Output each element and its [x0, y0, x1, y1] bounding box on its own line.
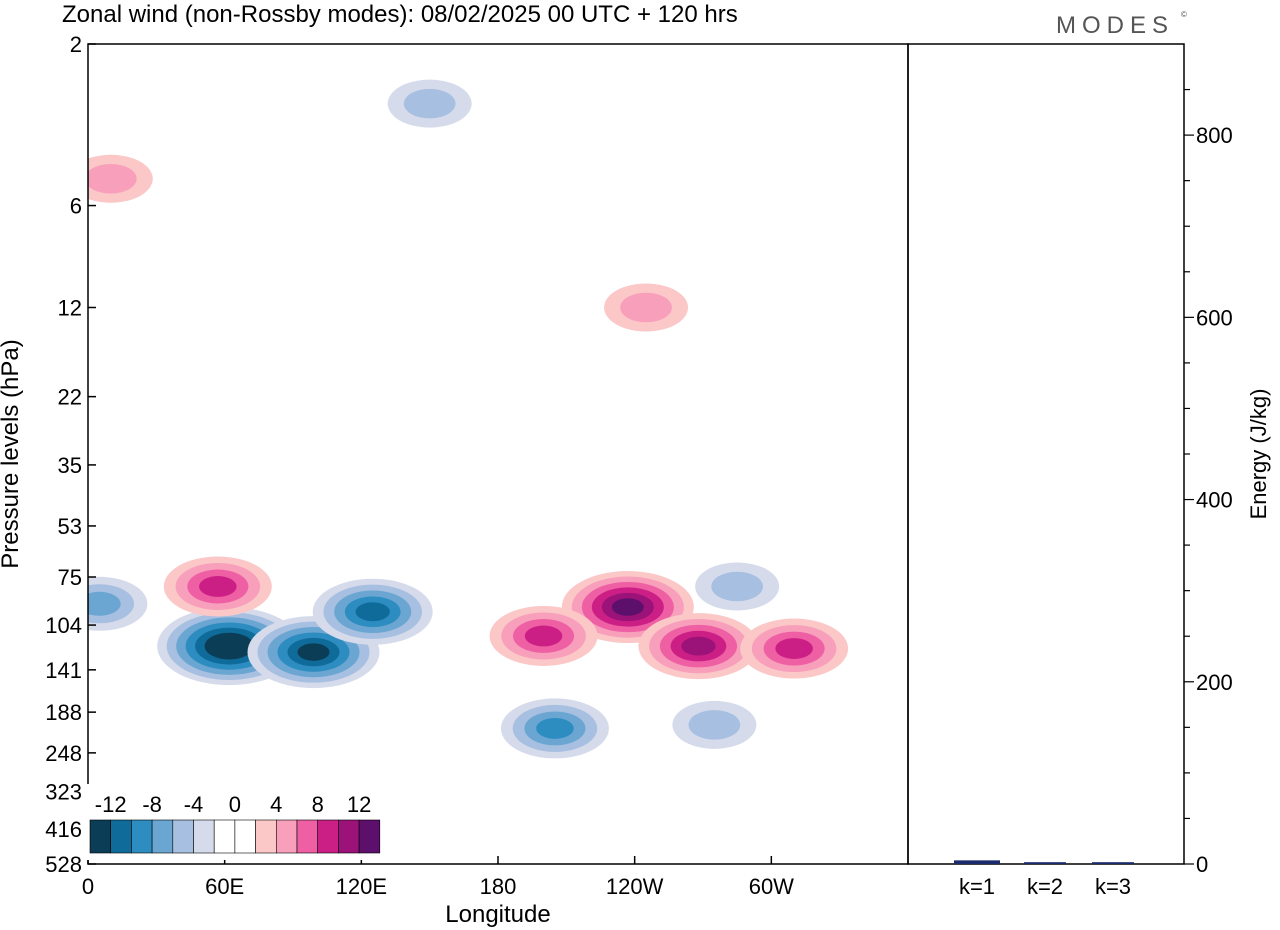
energy-bar-k=3	[1092, 862, 1134, 864]
colorbar-cell	[338, 819, 360, 854]
contour-band	[536, 717, 574, 739]
contour-band	[355, 602, 390, 622]
heatmap-field	[88, 44, 908, 864]
contour-band	[88, 591, 121, 616]
contour-band	[681, 636, 716, 656]
energy-tick-label: 400	[1196, 488, 1233, 513]
colorbar-cell	[193, 819, 215, 854]
colorbar-cell	[255, 819, 277, 854]
wind-anomaly-4	[500, 698, 609, 759]
modes-logo: MODES ©	[1056, 10, 1187, 39]
x-axis-label: Longitude	[445, 901, 550, 928]
wind-anomaly-12	[672, 700, 757, 749]
colorbar-cell	[234, 819, 256, 854]
energy-bars: k=1 k=2 k=3	[954, 860, 1134, 899]
energy-category-label: k=3	[1095, 874, 1131, 899]
contour-band	[88, 163, 137, 194]
wind-anomaly-10	[88, 576, 148, 631]
contour-band	[524, 625, 563, 647]
y-tick-label: 248	[45, 741, 82, 766]
contour-band	[611, 598, 644, 616]
energy-category-label: k=1	[959, 874, 995, 899]
contour-band	[199, 576, 237, 597]
y-tick-label: 141	[45, 658, 82, 683]
energy-frame	[907, 43, 1185, 865]
colorbar-label: -12	[95, 792, 127, 817]
x-tick-label: 60W	[749, 874, 794, 899]
energy-tick-label: 600	[1196, 305, 1233, 330]
colorbar-label: -4	[184, 792, 204, 817]
contour-band	[403, 88, 456, 119]
colorbar-cell	[358, 819, 381, 854]
colorbar-cell	[296, 819, 319, 854]
y-tick-label: 12	[58, 295, 82, 320]
colorbar-cell	[213, 819, 236, 854]
y-tick-label: 35	[58, 453, 82, 478]
x-tick-label: 0	[82, 874, 94, 899]
x-tick-label: 180	[480, 874, 517, 899]
colorbar-label: 12	[347, 792, 371, 817]
logo-text: MODES	[1056, 12, 1174, 39]
wind-anomaly-7	[638, 613, 759, 680]
colorbar-cell	[89, 819, 112, 854]
wind-anomaly-2	[312, 578, 433, 645]
energy-tick-label: 200	[1196, 670, 1233, 695]
colorbar-cell	[131, 819, 153, 854]
x-tick-label: 120W	[606, 874, 664, 899]
contour-band	[688, 710, 741, 740]
colorbar-label: 4	[270, 792, 282, 817]
colorbar-label: 8	[312, 792, 324, 817]
wind-anomaly-11	[695, 562, 780, 611]
y-tick-label: 528	[45, 852, 82, 877]
energy-category-label: k=2	[1027, 874, 1063, 899]
pressure-axis: 2 6 12 22 35 53 75 104 141 188 248 323 416 528	[45, 32, 96, 877]
colorbar-cell	[172, 819, 194, 854]
y-tick-label: 2	[70, 32, 82, 57]
wind-anomaly-14	[88, 154, 153, 203]
wind-anomaly-13	[604, 283, 689, 332]
colorbar-label: -8	[142, 792, 162, 817]
colorbar-cell	[275, 819, 298, 854]
energy-tick-label: 800	[1196, 123, 1233, 148]
colorbar-cell	[151, 819, 174, 854]
contour-band	[775, 638, 813, 659]
energy-bar-k=1	[954, 860, 1000, 864]
energy-axis-label: Energy (J/kg)	[1246, 389, 1271, 520]
y-tick-label: 75	[58, 565, 82, 590]
colorbar-cell	[110, 819, 132, 854]
y-tick-label: 22	[58, 385, 82, 410]
y-tick-label: 188	[45, 700, 82, 725]
colorbar-label: 0	[229, 792, 241, 817]
y-tick-label: 416	[45, 817, 82, 842]
y-tick-label: 6	[70, 194, 82, 219]
contour-band	[214, 637, 245, 655]
colorbar: -12 -8 -4 0 4 8 12	[84, 784, 386, 860]
y-axis-label: Pressure levels (hPa)	[0, 339, 24, 568]
contour-band	[711, 571, 764, 602]
logo-mark: ©	[1181, 10, 1187, 19]
energy-tick-label: 0	[1196, 852, 1208, 877]
energy-bar-k=2	[1024, 862, 1066, 864]
wind-anomaly-8	[740, 618, 849, 679]
contour-band	[620, 292, 672, 323]
wind-anomaly-15	[387, 79, 472, 128]
chart-title: Zonal wind (non-Rossby modes): 08/02/202…	[62, 1, 738, 28]
y-tick-label: 104	[45, 613, 82, 638]
x-tick-label: 120E	[336, 874, 387, 899]
y-tick-label: 323	[45, 780, 82, 805]
energy-axis: 0 200 400 600 800	[1184, 88, 1233, 877]
x-tick-label: 60E	[205, 874, 244, 899]
colorbar-cell	[317, 819, 339, 854]
contour-band	[297, 643, 330, 661]
wind-anomaly-6	[489, 605, 598, 666]
wind-anomaly-3	[163, 556, 272, 617]
y-tick-label: 53	[58, 514, 82, 539]
